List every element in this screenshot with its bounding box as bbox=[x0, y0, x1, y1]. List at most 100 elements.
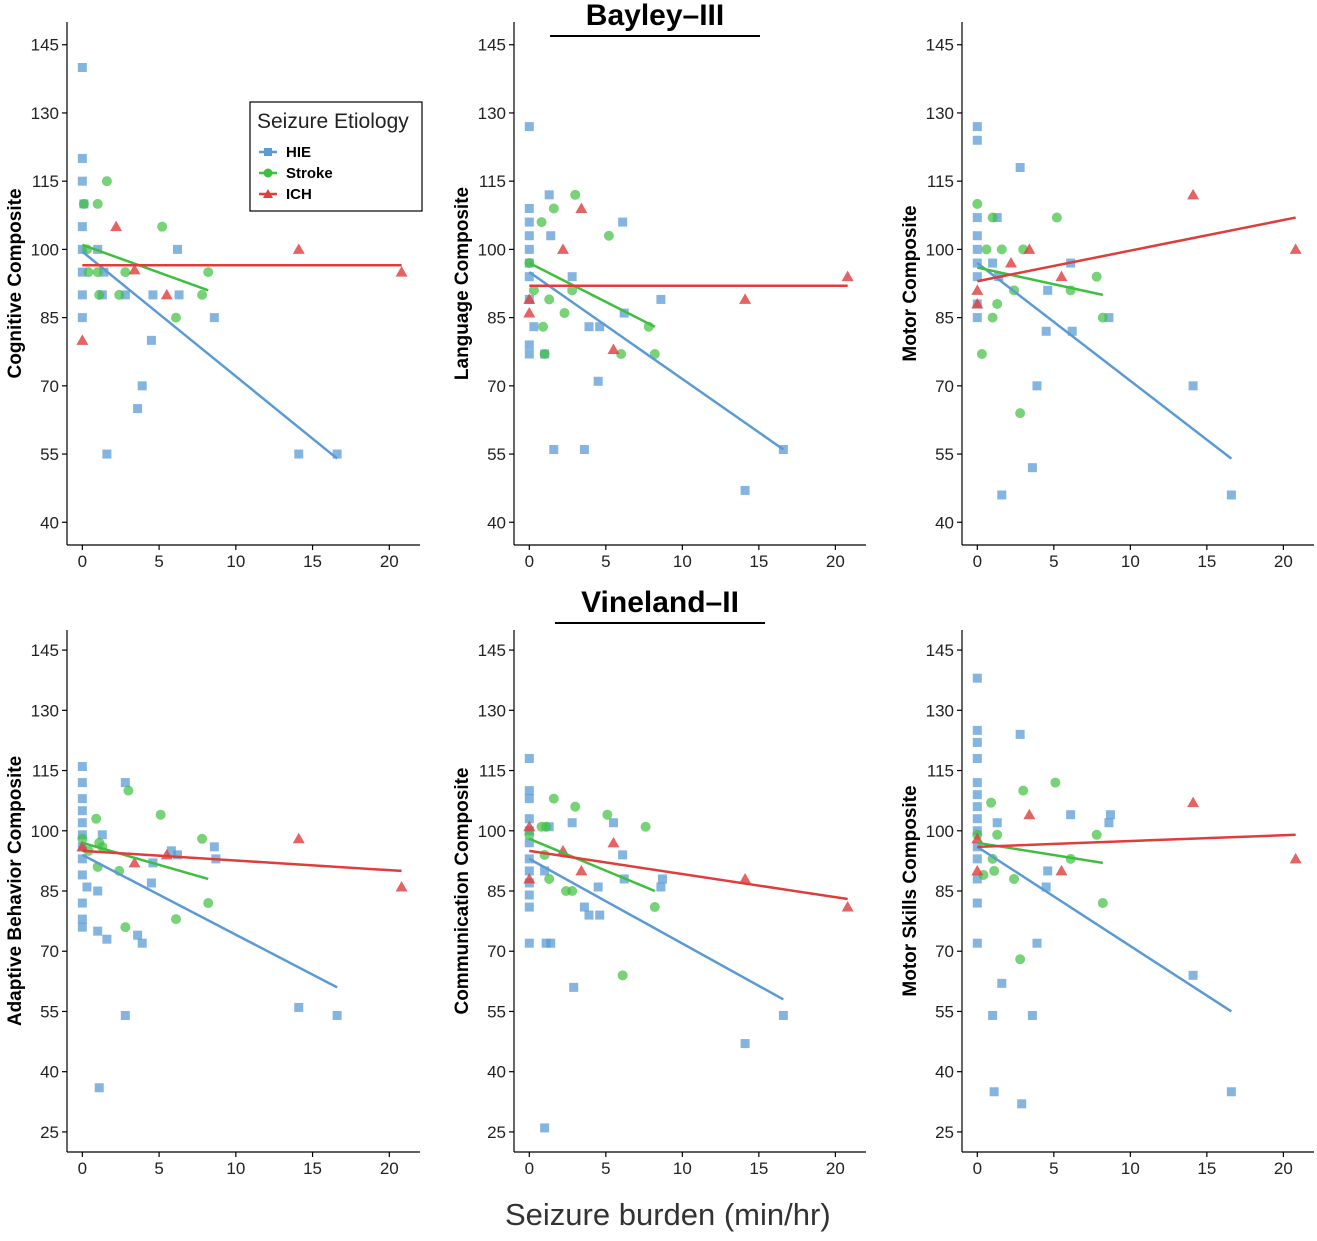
y-tick-label: 55 bbox=[487, 445, 506, 464]
point-ich bbox=[1187, 796, 1200, 808]
point-hie bbox=[740, 485, 750, 495]
panel-3: 40 55 70 85 100 115 130 145 0 5 10 15 20 Motor Compos… bbox=[900, 22, 1314, 571]
x-tick-label: 0 bbox=[525, 552, 534, 571]
y-tick-label: 100 bbox=[926, 822, 954, 841]
point-stroke bbox=[976, 348, 987, 359]
y-tick-label: 70 bbox=[40, 377, 59, 396]
point-stroke bbox=[203, 267, 214, 278]
fit-line-ich bbox=[977, 216, 1296, 283]
x-tick-label: 10 bbox=[1121, 1159, 1140, 1178]
point-hie bbox=[584, 322, 594, 332]
fit-line-ich bbox=[977, 833, 1296, 849]
y-tick-label: 130 bbox=[926, 701, 954, 720]
point-hie bbox=[595, 910, 605, 920]
point-hie bbox=[524, 753, 534, 763]
point-hie bbox=[77, 62, 87, 72]
x-tick-label: 10 bbox=[673, 552, 692, 571]
x-tick-label: 10 bbox=[226, 1159, 245, 1178]
x-tick-label: 0 bbox=[973, 1159, 982, 1178]
point-stroke bbox=[197, 833, 208, 844]
y-tick-label: 55 bbox=[40, 1002, 59, 1021]
point-ich bbox=[1055, 270, 1068, 282]
y-tick-label: 130 bbox=[478, 104, 506, 123]
point-hie bbox=[972, 874, 982, 884]
point-stroke bbox=[559, 308, 570, 319]
x-tick-label: 20 bbox=[826, 1159, 845, 1178]
legend: Seizure Etiology HIE Stroke ICH bbox=[249, 101, 423, 212]
point-stroke bbox=[539, 348, 550, 359]
point-hie bbox=[992, 818, 1002, 828]
point-hie bbox=[102, 449, 112, 459]
point-stroke bbox=[538, 321, 549, 332]
fit-line-stroke bbox=[977, 266, 1104, 297]
point-ich bbox=[739, 293, 752, 304]
section-title-underline bbox=[550, 35, 760, 37]
point-hie bbox=[988, 1010, 998, 1020]
point-hie bbox=[740, 1039, 750, 1049]
point-hie bbox=[77, 153, 87, 163]
point-hie bbox=[82, 882, 92, 892]
point-stroke bbox=[972, 198, 983, 209]
point-hie bbox=[540, 1123, 550, 1133]
point-hie bbox=[608, 818, 618, 828]
point-stroke bbox=[1097, 312, 1108, 323]
y-axis-title: Language Composite bbox=[452, 187, 473, 380]
point-hie bbox=[1043, 866, 1053, 876]
x-tick-label: 10 bbox=[226, 552, 245, 571]
point-hie bbox=[148, 290, 158, 300]
point-hie bbox=[146, 335, 156, 345]
panel-4: 25 40 55 70 85 100 115 130 145 0 5 10 15 20 Adaptive B… bbox=[5, 630, 420, 1178]
point-stroke bbox=[1050, 777, 1061, 788]
x-tick-label: 15 bbox=[749, 1159, 768, 1178]
x-tick-label: 10 bbox=[1121, 552, 1140, 571]
point-stroke bbox=[1051, 212, 1062, 223]
fit-line-ich bbox=[82, 849, 402, 873]
point-hie bbox=[77, 778, 87, 788]
point-stroke bbox=[548, 203, 559, 214]
y-tick-label: 40 bbox=[935, 513, 954, 532]
y-tick-label: 130 bbox=[478, 701, 506, 720]
point-hie bbox=[972, 272, 982, 282]
x-tick-label: 20 bbox=[1274, 1159, 1293, 1178]
point-hie bbox=[94, 1083, 104, 1093]
point-ich bbox=[110, 220, 123, 232]
legend-box bbox=[249, 101, 423, 212]
point-stroke bbox=[120, 922, 131, 933]
fit-line-stroke bbox=[81, 243, 209, 292]
point-hie bbox=[524, 217, 534, 227]
x-tick-label: 20 bbox=[380, 552, 399, 571]
x-tick-label: 0 bbox=[78, 552, 87, 571]
x-tick-label: 5 bbox=[601, 1159, 610, 1178]
y-tick-label: 85 bbox=[40, 882, 59, 901]
point-stroke bbox=[524, 829, 535, 840]
y-tick-label: 85 bbox=[935, 309, 954, 328]
point-ich bbox=[971, 297, 984, 309]
point-hie bbox=[209, 842, 219, 852]
point-stroke bbox=[986, 797, 997, 808]
point-hie bbox=[584, 910, 594, 920]
y-tick-label: 40 bbox=[935, 1063, 954, 1082]
y-tick-label: 145 bbox=[478, 641, 506, 660]
point-hie bbox=[529, 322, 539, 332]
section-title-bayley: Bayley–III bbox=[550, 0, 760, 37]
point-stroke bbox=[981, 244, 992, 255]
point-hie bbox=[972, 898, 982, 908]
point-stroke bbox=[1018, 785, 1029, 796]
point-hie bbox=[656, 882, 666, 892]
point-hie bbox=[569, 982, 579, 992]
point-stroke bbox=[170, 312, 181, 323]
point-hie bbox=[1188, 970, 1198, 980]
point-hie bbox=[77, 898, 87, 908]
point-hie bbox=[524, 231, 534, 241]
point-hie bbox=[579, 902, 589, 912]
point-hie bbox=[77, 222, 87, 232]
point-hie bbox=[1032, 938, 1042, 948]
point-stroke bbox=[1091, 271, 1102, 282]
point-hie bbox=[146, 878, 156, 888]
point-hie bbox=[97, 830, 107, 840]
point-ich bbox=[971, 864, 984, 876]
point-hie bbox=[972, 673, 982, 683]
point-stroke bbox=[101, 176, 112, 187]
point-hie bbox=[618, 850, 628, 860]
